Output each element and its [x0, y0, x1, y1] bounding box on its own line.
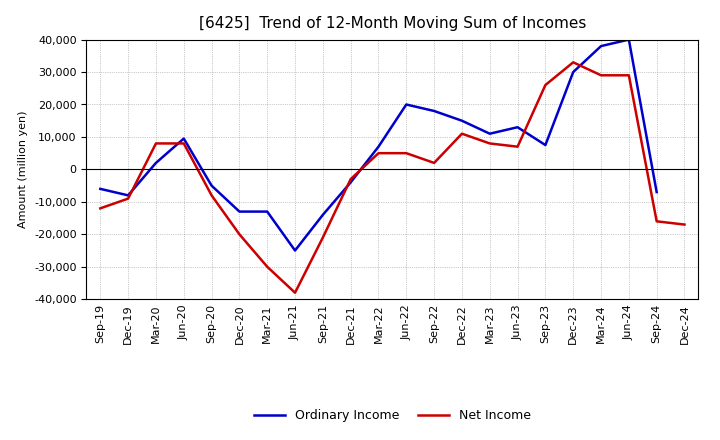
Line: Ordinary Income: Ordinary Income	[100, 40, 657, 250]
Ordinary Income	[597, 44, 606, 49]
Y-axis label: Amount (million yen): Amount (million yen)	[19, 110, 29, 228]
Net Income	[374, 150, 383, 156]
Net Income	[402, 150, 410, 156]
Ordinary Income	[485, 131, 494, 136]
Ordinary Income	[346, 180, 355, 185]
Ordinary Income	[652, 190, 661, 195]
Ordinary Income	[124, 193, 132, 198]
Net Income	[652, 219, 661, 224]
Net Income	[96, 206, 104, 211]
Ordinary Income	[402, 102, 410, 107]
Ordinary Income	[374, 144, 383, 149]
Legend: Ordinary Income, Net Income: Ordinary Income, Net Income	[248, 404, 536, 427]
Ordinary Income	[569, 70, 577, 75]
Ordinary Income	[96, 186, 104, 191]
Net Income	[458, 131, 467, 136]
Net Income	[624, 73, 633, 78]
Net Income	[430, 160, 438, 165]
Net Income	[597, 73, 606, 78]
Net Income	[235, 231, 243, 237]
Line: Net Income: Net Income	[100, 62, 685, 293]
Ordinary Income	[152, 160, 161, 165]
Ordinary Income	[179, 136, 188, 141]
Net Income	[263, 264, 271, 269]
Net Income	[680, 222, 689, 227]
Ordinary Income	[624, 37, 633, 42]
Ordinary Income	[513, 125, 522, 130]
Net Income	[152, 141, 161, 146]
Ordinary Income	[430, 108, 438, 114]
Ordinary Income	[458, 118, 467, 123]
Ordinary Income	[318, 212, 327, 217]
Net Income	[541, 82, 550, 88]
Ordinary Income	[291, 248, 300, 253]
Ordinary Income	[235, 209, 243, 214]
Net Income	[318, 235, 327, 240]
Net Income	[207, 193, 216, 198]
Ordinary Income	[207, 183, 216, 188]
Net Income	[513, 144, 522, 149]
Net Income	[291, 290, 300, 295]
Title: [6425]  Trend of 12-Month Moving Sum of Incomes: [6425] Trend of 12-Month Moving Sum of I…	[199, 16, 586, 32]
Net Income	[124, 196, 132, 201]
Ordinary Income	[541, 143, 550, 148]
Net Income	[346, 176, 355, 182]
Net Income	[569, 60, 577, 65]
Net Income	[485, 141, 494, 146]
Net Income	[179, 141, 188, 146]
Ordinary Income	[263, 209, 271, 214]
